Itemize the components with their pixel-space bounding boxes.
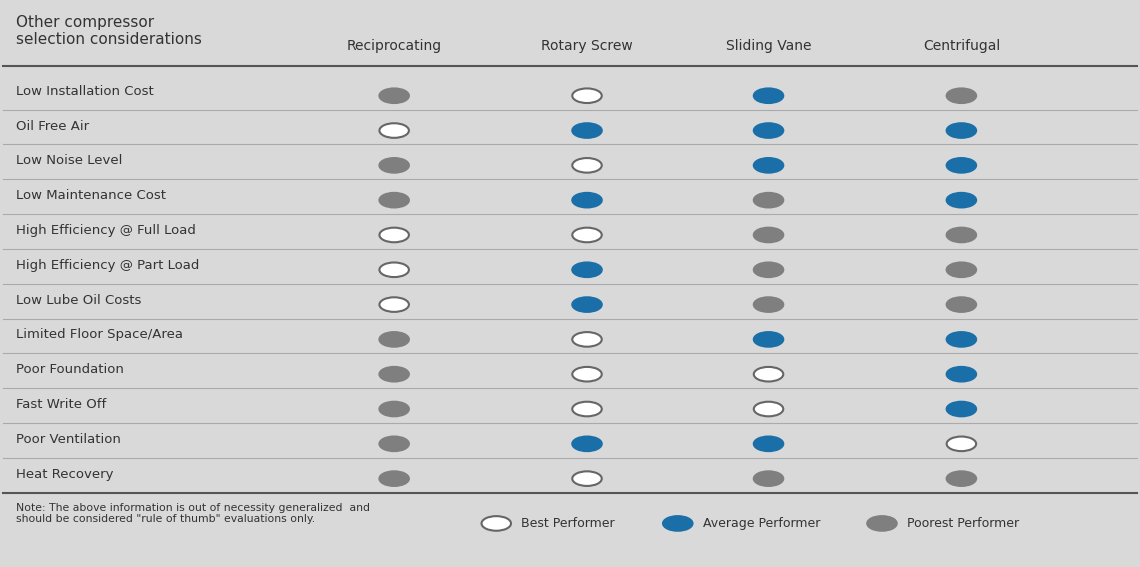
Circle shape xyxy=(946,367,976,382)
Text: selection considerations: selection considerations xyxy=(16,32,202,47)
Text: Best Performer: Best Performer xyxy=(521,517,614,530)
Text: Low Lube Oil Costs: Low Lube Oil Costs xyxy=(16,294,141,307)
Circle shape xyxy=(572,297,602,312)
Circle shape xyxy=(572,88,602,103)
Circle shape xyxy=(572,332,602,346)
Circle shape xyxy=(946,158,976,172)
Circle shape xyxy=(754,193,783,208)
Circle shape xyxy=(481,516,511,531)
Circle shape xyxy=(380,158,409,172)
Circle shape xyxy=(380,263,409,277)
Circle shape xyxy=(572,228,602,242)
Text: Average Performer: Average Performer xyxy=(702,517,820,530)
Circle shape xyxy=(754,263,783,277)
Circle shape xyxy=(380,297,409,312)
Circle shape xyxy=(380,471,409,486)
Circle shape xyxy=(572,401,602,416)
Text: Oil Free Air: Oil Free Air xyxy=(16,120,90,133)
Circle shape xyxy=(946,437,976,451)
Circle shape xyxy=(946,401,976,416)
Text: Centrifugal: Centrifugal xyxy=(922,39,1000,53)
Text: Note: The above information is out of necessity generalized  and
should be consi: Note: The above information is out of ne… xyxy=(16,503,370,524)
Circle shape xyxy=(754,332,783,346)
Circle shape xyxy=(572,471,602,486)
Circle shape xyxy=(380,437,409,451)
Text: Fast Write Off: Fast Write Off xyxy=(16,398,107,411)
Circle shape xyxy=(946,228,976,242)
Circle shape xyxy=(754,437,783,451)
Text: Low Noise Level: Low Noise Level xyxy=(16,154,123,167)
Circle shape xyxy=(380,228,409,242)
Circle shape xyxy=(380,193,409,208)
Circle shape xyxy=(572,123,602,138)
Circle shape xyxy=(946,297,976,312)
Circle shape xyxy=(754,228,783,242)
Text: Poor Ventilation: Poor Ventilation xyxy=(16,433,121,446)
Circle shape xyxy=(754,158,783,172)
Text: Rotary Screw: Rotary Screw xyxy=(542,39,633,53)
Circle shape xyxy=(572,437,602,451)
Circle shape xyxy=(380,88,409,103)
Circle shape xyxy=(572,263,602,277)
Circle shape xyxy=(572,367,602,382)
Circle shape xyxy=(946,123,976,138)
Circle shape xyxy=(946,471,976,486)
Circle shape xyxy=(380,401,409,416)
Circle shape xyxy=(380,367,409,382)
Text: Poor Foundation: Poor Foundation xyxy=(16,363,124,376)
Circle shape xyxy=(572,193,602,208)
Text: Limited Floor Space/Area: Limited Floor Space/Area xyxy=(16,328,184,341)
Text: Poorest Performer: Poorest Performer xyxy=(907,517,1019,530)
Text: Other compressor: Other compressor xyxy=(16,15,155,30)
Text: Low Maintenance Cost: Low Maintenance Cost xyxy=(16,189,166,202)
Circle shape xyxy=(946,88,976,103)
Text: Reciprocating: Reciprocating xyxy=(347,39,441,53)
Circle shape xyxy=(946,193,976,208)
Circle shape xyxy=(868,516,897,531)
Circle shape xyxy=(754,123,783,138)
Circle shape xyxy=(946,263,976,277)
Text: Low Installation Cost: Low Installation Cost xyxy=(16,84,154,98)
Text: High Efficiency @ Part Load: High Efficiency @ Part Load xyxy=(16,259,199,272)
Circle shape xyxy=(754,88,783,103)
Circle shape xyxy=(572,158,602,172)
Text: Sliding Vane: Sliding Vane xyxy=(726,39,812,53)
Circle shape xyxy=(754,297,783,312)
Text: Heat Recovery: Heat Recovery xyxy=(16,468,114,481)
Circle shape xyxy=(380,123,409,138)
Circle shape xyxy=(754,367,783,382)
Circle shape xyxy=(663,516,692,531)
Circle shape xyxy=(754,471,783,486)
Circle shape xyxy=(380,332,409,346)
Circle shape xyxy=(754,401,783,416)
Text: High Efficiency @ Full Load: High Efficiency @ Full Load xyxy=(16,224,196,237)
Circle shape xyxy=(946,332,976,346)
